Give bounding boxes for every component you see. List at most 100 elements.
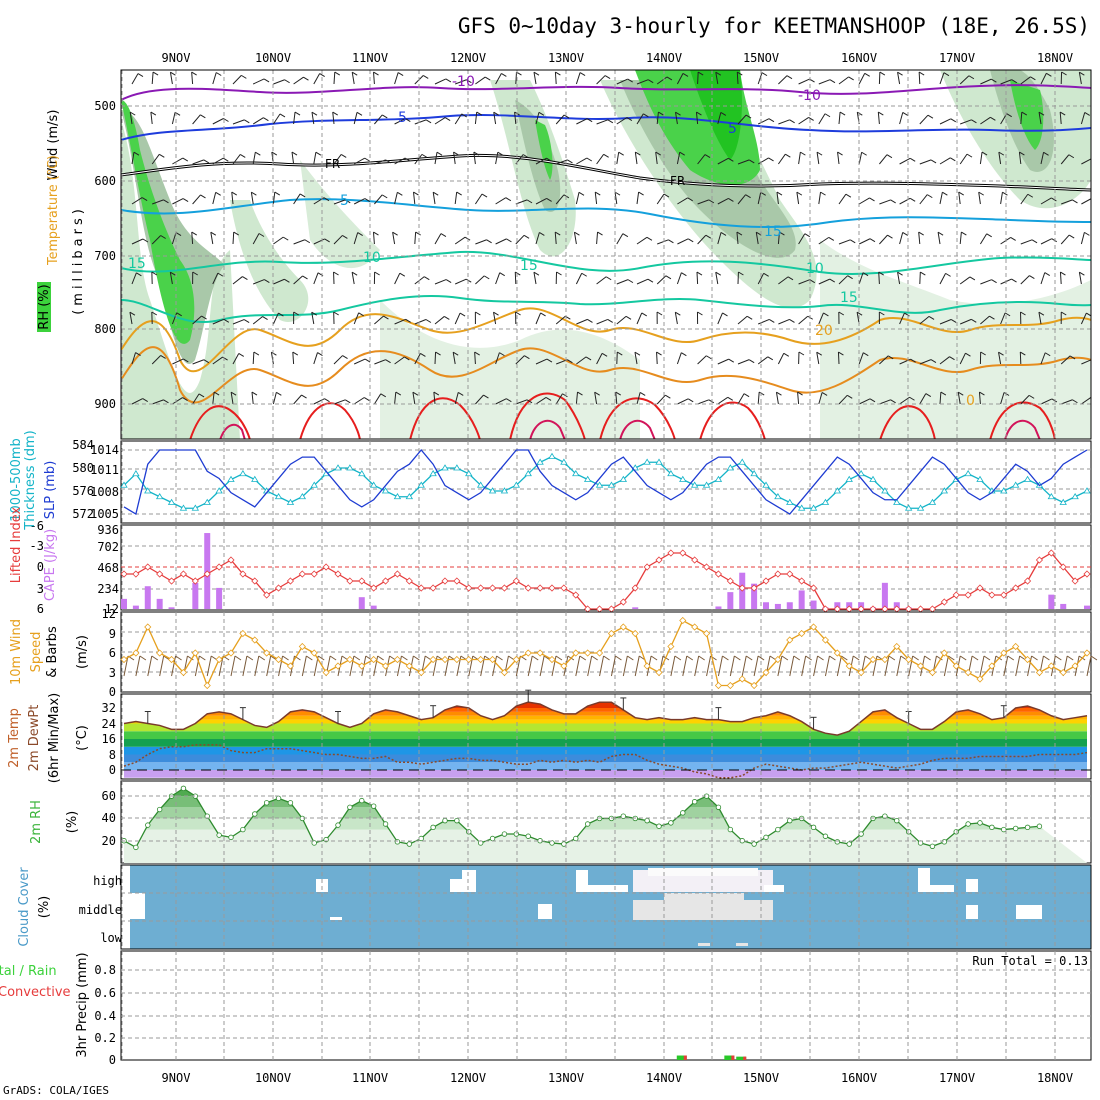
- upper-contour-labels: -10 -10 5 5 FR FR 5 15 10 10 15 15 15 20…: [128, 74, 975, 409]
- temp-band: [124, 708, 1087, 712]
- thickness-marker: [702, 481, 711, 488]
- wind-barb-flag: [697, 311, 703, 316]
- wind-barb-flag: [805, 655, 812, 661]
- lifted-index-marker: [191, 577, 199, 585]
- wind-speed-marker: [227, 649, 235, 657]
- wind-speed-marker: [833, 649, 841, 657]
- wind-barb-flag: [381, 114, 388, 119]
- wind-barb-flag: [958, 191, 964, 196]
- wind-barb-flag: [950, 157, 956, 162]
- wind-barb: [373, 393, 382, 405]
- rh2m-marker: [216, 832, 222, 838]
- wind-barb-flag: [136, 272, 142, 277]
- svg-text:5: 5: [398, 110, 407, 126]
- upper-air-panel: 500 600 700 800 900 -10 -10 5 5 FR FR 5 15 1…: [94, 69, 1092, 440]
- y-tick-label: 0.2: [94, 1031, 116, 1045]
- wind-speed-marker: [738, 675, 746, 683]
- lifted-index-marker: [488, 584, 497, 592]
- y-tick-label: 572: [72, 507, 94, 521]
- wind-speed-marker: [203, 681, 211, 690]
- wind-barb-flag: [324, 238, 330, 243]
- svg-text:20: 20: [815, 323, 833, 339]
- wind-barb-flag: [445, 78, 452, 83]
- lifted-index-marker: [869, 605, 877, 613]
- wind-barb-flag: [251, 191, 257, 196]
- wind-barb: [1040, 73, 1047, 85]
- wind-barb-flag: [904, 312, 910, 317]
- wind-barb: [131, 152, 135, 165]
- wind-barb: [129, 312, 133, 325]
- rh-band: [124, 807, 1087, 819]
- lifted-index-marker: [679, 549, 687, 557]
- wind-barb: [212, 192, 217, 205]
- wind-barb: [576, 356, 587, 365]
- wind-barb: [979, 655, 985, 677]
- wind-barb: [159, 655, 165, 677]
- wind-barb-flag: [614, 191, 621, 196]
- wind-barb-flag: [579, 72, 586, 77]
- wind-barb: [212, 318, 225, 325]
- wind-barb-flag: [545, 396, 552, 401]
- thickness-marker: [679, 475, 687, 482]
- wind-barb-flag: [679, 151, 685, 156]
- wind-barb-flag: [133, 151, 140, 156]
- wind-barb-flag: [627, 78, 633, 83]
- wind-barb: [206, 655, 212, 677]
- wind-barb-flag: [650, 655, 658, 661]
- wind-barb: [535, 157, 547, 165]
- cape-bar: [715, 606, 722, 609]
- thickness-marker: [809, 504, 818, 511]
- wind-barb: [212, 118, 224, 125]
- wind-barb-flag: [800, 151, 806, 156]
- wind-barb-flag: [1031, 655, 1038, 661]
- wind-barb: [757, 118, 770, 125]
- wind-barb: [554, 71, 557, 85]
- temp-bands: [124, 702, 1087, 778]
- wind-speed-marker: [334, 662, 342, 670]
- thickness-marker: [393, 492, 402, 500]
- wind-barb-flag: [506, 398, 512, 403]
- wind-barb-flag: [990, 116, 996, 121]
- wind-barb: [918, 71, 921, 85]
- wind-barb: [191, 231, 194, 245]
- thickness-marker: [346, 464, 354, 471]
- wind-barb-flag: [675, 111, 681, 116]
- wind-barb-flag: [829, 278, 836, 283]
- thickness-marker: [797, 504, 806, 511]
- wind-barb-flag: [192, 271, 198, 276]
- wind-barb: [980, 78, 992, 85]
- wind-barb-flag: [767, 356, 774, 361]
- rh2m-marker: [691, 799, 698, 805]
- wind-barb: [878, 271, 880, 285]
- y-tick-label: 20: [102, 834, 116, 848]
- wind-barb: [837, 152, 840, 165]
- wind-barb-flag: [948, 655, 955, 661]
- thickness-marker: [643, 458, 651, 465]
- wind-barb: [434, 233, 442, 245]
- wind-barb-flag: [210, 231, 217, 236]
- wind-barb: [414, 319, 427, 325]
- wind-barb-flag: [968, 75, 975, 80]
- wind-barb: [655, 152, 658, 165]
- wind-barb-flag: [424, 276, 430, 281]
- wind-barb: [838, 112, 841, 125]
- wind-barb-flag: [597, 231, 603, 236]
- wind-barb-flag: [909, 157, 916, 162]
- lifted-index-marker: [631, 584, 639, 592]
- wind-barb-flag: [817, 655, 824, 661]
- wind-barb-flag: [199, 655, 206, 661]
- cloud-gaps: [130, 868, 1042, 946]
- wind-barb-flag: [315, 151, 322, 156]
- wind-barb: [313, 152, 317, 165]
- wind-barb-flag: [333, 311, 339, 316]
- wind-barb: [412, 392, 416, 405]
- y-tick-label: 3: [37, 582, 44, 596]
- date-label-bottom: 17NOV: [939, 1071, 975, 1085]
- wind-speed-marker: [310, 649, 318, 657]
- rh2m-marker: [240, 826, 246, 833]
- wind-barb: [836, 655, 842, 677]
- cape-bar: [786, 602, 793, 609]
- bottom-date-axis: 9NOV 10NOV 11NOV 12NOV 13NOV 14NOV 15NOV 16NOV 1…: [162, 1071, 1074, 1085]
- thickness-marker: [928, 498, 937, 505]
- thickness-marker: [1083, 487, 1091, 494]
